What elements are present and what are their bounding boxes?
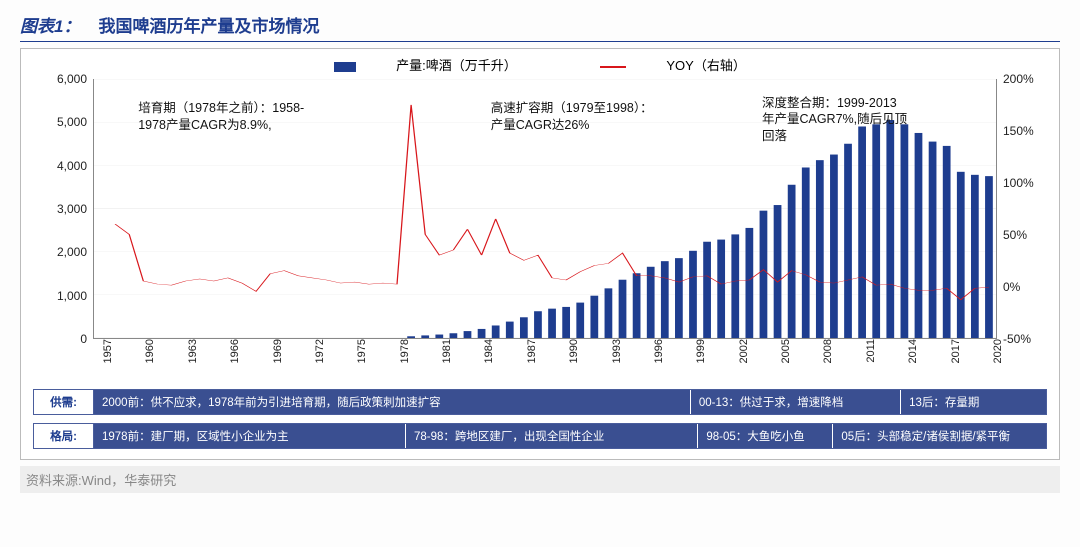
x-tick: 1993 [609,339,623,363]
x-tick: 1969 [270,339,284,363]
y1-tick: 4,000 [57,159,93,173]
info-cell: 98-05：大鱼吃小鱼 [698,424,833,448]
info-tables: 供需:2000前：供不应求，1978年前为引进培育期，随后政策刺加速扩容00-1… [33,381,1047,449]
info-row: 格局:1978前：建厂期，区域性小企业为主78-98：跨地区建厂，出现全国性企业… [33,423,1047,449]
y2-tick: 50% [997,228,1027,242]
info-cell: 00-13：供过于求，增速降档 [691,390,901,414]
x-tick: 1981 [439,339,453,363]
info-cell: 1978前：建厂期，区域性小企业为主 [94,424,406,448]
info-cell: 2000前：供不应求，1978年前为引进培育期，随后政策刺加速扩容 [94,390,691,414]
bar-swatch-icon [334,62,356,72]
y2-tick: 100% [997,176,1034,190]
x-tick: 2008 [820,339,834,363]
x-tick: 2020 [990,339,1004,363]
figure-title: 我国啤酒历年产量及市场情况 [98,12,319,37]
x-tick: 1978 [397,339,411,363]
x-tick: 1966 [227,339,241,363]
line-swatch-icon [600,66,626,68]
figure-label: 图表1： [20,12,80,37]
y1-tick: 1,000 [57,289,93,303]
source-text: 资料来源:Wind，华泰研究 [20,466,1060,493]
y1-tick: 2,000 [57,245,93,259]
y2-tick: 150% [997,124,1034,138]
y2-tick: 200% [997,72,1034,86]
x-tick: 1975 [354,339,368,363]
info-head: 供需: [34,390,94,414]
x-tick: 1984 [481,339,495,363]
info-cell: 78-98：跨地区建厂，出现全国性企业 [406,424,698,448]
y1-tick: 3,000 [57,202,93,216]
annotation: 深度整合期：1999-2013年产量CAGR7%,随后见顶回落 [762,95,907,146]
plot-area: 01,0002,0003,0004,0005,0006,000 -50%0%50… [93,79,997,339]
x-tick: 2002 [736,339,750,363]
chart-container: 产量:啤酒（万千升） YOY（右轴） 01,0002,0003,0004,000… [20,48,1060,460]
x-tick: 2005 [778,339,792,363]
annotation: 高速扩容期（1979至1998）：产量CAGR达26% [491,100,653,134]
x-tick: 1963 [185,339,199,363]
x-tick: 2011 [863,339,877,363]
y1-tick: 6,000 [57,72,93,86]
x-tick: 1996 [651,339,665,363]
x-tick: 1957 [100,339,114,363]
legend-bar: 产量:啤酒（万千升） [314,58,537,73]
y2-tick: 0% [997,280,1020,294]
legend: 产量:啤酒（万千升） YOY（右轴） [21,55,1059,74]
x-tick: 2014 [905,339,919,363]
info-cell: 13后：存量期 [901,390,1046,414]
title-row: 图表1： 我国啤酒历年产量及市场情况 [20,12,1060,42]
info-row: 供需:2000前：供不应求，1978年前为引进培育期，随后政策刺加速扩容00-1… [33,389,1047,415]
x-tick: 1987 [524,339,538,363]
x-tick: 1960 [142,339,156,363]
x-tick: 1990 [566,339,580,363]
y1-tick: 0 [80,332,93,346]
legend-line: YOY（右轴） [580,58,765,73]
info-head: 格局: [34,424,94,448]
x-tick: 1972 [312,339,326,363]
x-tick: 2017 [948,339,962,363]
figure-frame: 图表1： 我国啤酒历年产量及市场情况 产量:啤酒（万千升） YOY（右轴） 01… [0,0,1080,547]
info-cell: 05后：头部稳定/诸侯割据/紧平衡 [833,424,1046,448]
y1-tick: 5,000 [57,115,93,129]
annotation: 培育期（1978年之前）：1958-1978产量CAGR为8.9%, [138,100,304,134]
x-tick: 1999 [693,339,707,363]
